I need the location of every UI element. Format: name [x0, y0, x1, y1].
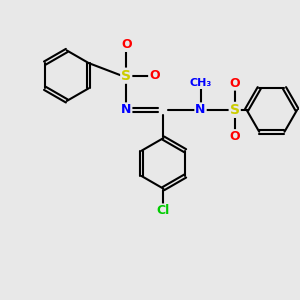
- Text: S: S: [121, 69, 131, 83]
- Text: Cl: Cl: [157, 204, 170, 218]
- Text: O: O: [230, 130, 240, 143]
- Text: CH₃: CH₃: [189, 78, 212, 88]
- Text: O: O: [121, 38, 131, 51]
- Text: N: N: [195, 103, 206, 116]
- Text: O: O: [230, 76, 240, 90]
- Text: S: S: [230, 103, 240, 117]
- Text: O: O: [149, 69, 160, 82]
- Text: N: N: [121, 103, 131, 116]
